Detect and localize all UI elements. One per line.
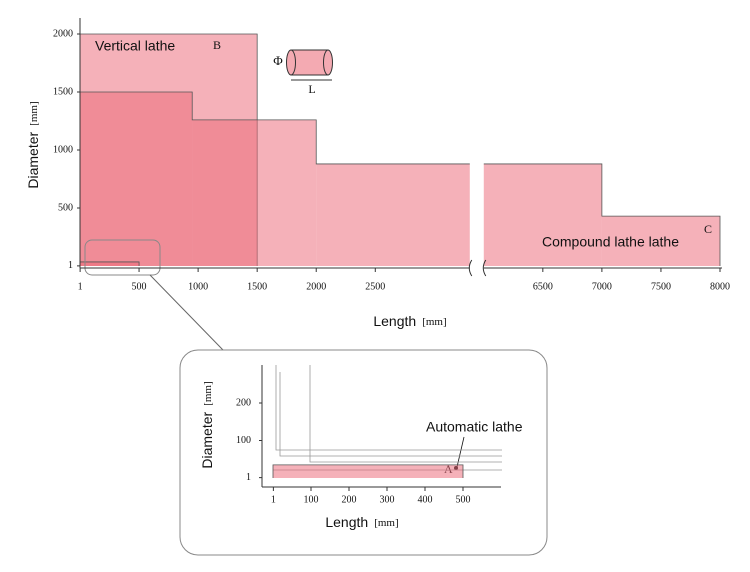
x-tick-label: 7500	[651, 281, 671, 292]
x-tick-label: 1500	[247, 281, 267, 292]
x-tick-label: 300	[380, 494, 395, 505]
y-tick-label: 200	[236, 397, 251, 408]
axis-break	[468, 259, 473, 277]
y-tick-label: 1000	[53, 144, 73, 155]
magnifier	[84, 239, 161, 276]
region-step	[483, 163, 602, 266]
axis-break	[482, 259, 487, 277]
region-step	[192, 119, 317, 266]
length-symbol: L	[308, 82, 315, 96]
region-step	[80, 261, 140, 266]
x-tick-label: 100	[304, 494, 319, 505]
x-axis-title: Length [mm]	[373, 313, 446, 329]
y-tick-label: 100	[236, 435, 251, 446]
x-tick-label: 1000	[188, 281, 208, 292]
region-name: Automatic lathe	[426, 419, 523, 435]
y-label: Diameter	[25, 131, 41, 188]
region-step	[601, 216, 720, 266]
diameter-symbol: Φ	[273, 53, 283, 68]
y-axis-title: Diameter [mm]	[25, 101, 41, 188]
x-tick-label: 1	[78, 281, 83, 292]
y-axis-title: Diameter [mm]	[199, 381, 215, 468]
x-label: Length	[325, 514, 368, 530]
x-tick-label: 1	[271, 494, 276, 505]
inset-frame	[179, 349, 548, 556]
regions	[79, 33, 721, 266]
x-axis-title: Length [mm]	[325, 514, 398, 530]
x-tick-label: 8000	[710, 281, 730, 292]
y-tick-label: 2000	[53, 28, 73, 39]
region-letter: C	[704, 222, 712, 236]
y-unit: [mm]	[202, 381, 214, 405]
connector	[149, 274, 224, 351]
region-name: Vertical lathe	[95, 38, 175, 54]
region-outline	[272, 464, 464, 478]
x-tick-label: 7000	[592, 281, 612, 292]
region-name: Compound lathe lathe	[542, 234, 679, 250]
x-unit: [mm]	[422, 316, 446, 328]
x-tick-label: 500	[456, 494, 471, 505]
y-tick-label: 1	[68, 260, 73, 271]
region-step	[273, 464, 463, 478]
region-step	[316, 163, 470, 266]
y-tick-label: 1500	[53, 86, 73, 97]
y-unit: [mm]	[28, 101, 40, 125]
y-tick-label: 500	[58, 202, 73, 213]
cylinder-icon	[286, 49, 333, 81]
axes: 1 500 1000 1500 2000 2500 6500 7000 7500 80001500…	[53, 18, 730, 505]
x-tick-label: 2000	[306, 281, 326, 292]
x-unit: [mm]	[374, 517, 398, 529]
x-tick-label: 200	[342, 494, 357, 505]
x-tick-label: 2500	[365, 281, 385, 292]
x-tick-label: 400	[418, 494, 433, 505]
x-label: Length	[373, 313, 416, 329]
y-tick-label: 1	[246, 472, 251, 483]
y-label: Diameter	[199, 411, 215, 468]
x-tick-label: 6500	[533, 281, 553, 292]
x-tick-label: 500	[132, 281, 147, 292]
region-letter: B	[213, 38, 221, 52]
region-step	[80, 92, 193, 266]
